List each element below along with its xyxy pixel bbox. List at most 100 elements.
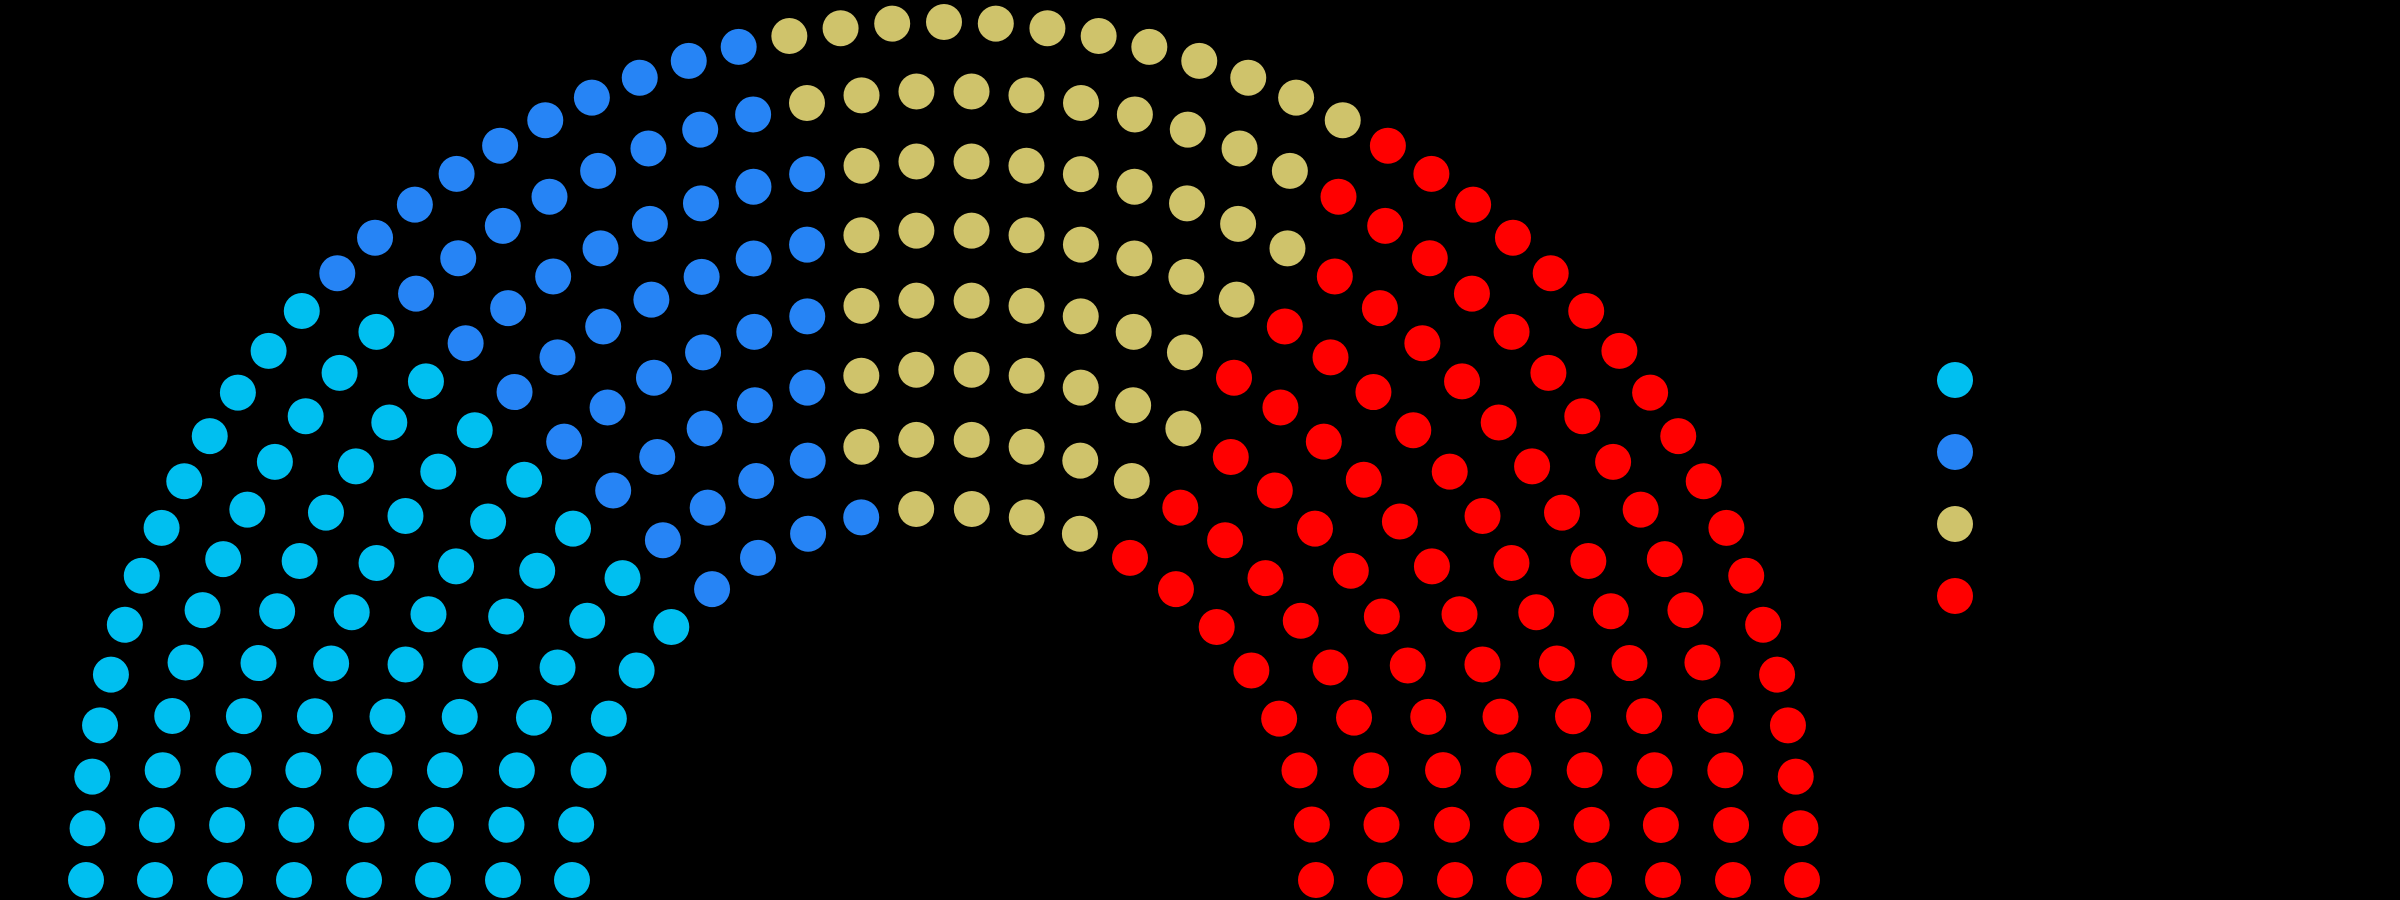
seat-marker	[1431, 453, 1468, 490]
seat-marker	[1506, 862, 1542, 898]
seat-marker	[1411, 240, 1448, 277]
seat-marker	[441, 698, 478, 735]
seat-marker	[977, 5, 1014, 42]
seat-marker	[1404, 325, 1441, 362]
seat-marker	[1566, 752, 1603, 789]
seat-marker	[1062, 369, 1099, 406]
seat-marker	[1221, 130, 1258, 167]
legend-swatch-2[interactable]	[1937, 434, 1973, 470]
seat-marker	[1233, 652, 1270, 689]
legend-swatch-3[interactable]	[1937, 506, 1973, 542]
seat-marker	[822, 10, 859, 47]
seat-marker	[843, 217, 880, 254]
seat-marker	[843, 147, 880, 184]
seat-marker	[358, 545, 395, 581]
seat-marker	[1555, 698, 1592, 735]
seat-marker	[1622, 491, 1659, 528]
seat-marker	[166, 463, 203, 500]
seat-marker	[229, 491, 266, 528]
seat-marker	[438, 155, 475, 192]
seat-marker	[1464, 498, 1501, 535]
seat-marker	[1518, 594, 1555, 631]
seat-marker	[1116, 240, 1153, 277]
seat-marker	[573, 79, 610, 116]
seat-marker	[1464, 646, 1501, 683]
seat-marker	[1165, 410, 1202, 447]
seat-marker	[321, 354, 358, 391]
seat-marker	[1538, 645, 1575, 682]
seat-marker	[1261, 700, 1298, 737]
seat-marker	[1115, 313, 1152, 350]
seat-marker	[1453, 275, 1490, 312]
seat-marker	[1381, 503, 1418, 540]
seat-marker	[636, 359, 672, 396]
seat-marker	[953, 351, 990, 388]
seat-marker	[1595, 443, 1632, 480]
seat-marker	[686, 410, 723, 447]
seat-marker	[1008, 357, 1045, 394]
seat-marker	[953, 212, 990, 249]
seat-marker	[1493, 545, 1530, 581]
seat-marker	[720, 28, 757, 65]
seat-marker	[1570, 542, 1607, 579]
seat-marker	[1316, 258, 1353, 295]
seat-marker	[527, 102, 564, 139]
seat-marker	[1336, 699, 1373, 736]
legend-swatch-4[interactable]	[1937, 578, 1973, 614]
seat-marker	[68, 862, 104, 898]
seat-marker	[470, 503, 507, 540]
seat-marker	[1296, 510, 1333, 547]
seat-marker	[898, 212, 935, 249]
seat-marker	[1759, 656, 1796, 693]
seat-marker	[440, 240, 477, 277]
seat-marker	[1113, 462, 1150, 499]
seat-marker	[407, 363, 444, 400]
seat-marker	[630, 130, 667, 167]
seat-marker	[447, 325, 484, 362]
seat-marker	[348, 806, 385, 843]
seat-marker	[1157, 571, 1194, 608]
seat-marker	[462, 647, 499, 684]
seat-marker	[515, 699, 552, 736]
seat-marker	[1008, 499, 1045, 536]
seat-marker	[1444, 363, 1481, 400]
seat-marker	[898, 421, 935, 458]
seat-marker	[953, 491, 990, 528]
seat-marker	[580, 152, 617, 189]
seat-marker	[1008, 77, 1045, 114]
seat-marker	[1061, 515, 1098, 552]
seat-marker	[287, 398, 324, 435]
seat-marker	[653, 608, 690, 645]
seat-marker	[333, 594, 370, 631]
seat-marker	[307, 494, 344, 531]
seat-marker	[1230, 59, 1267, 96]
seat-marker	[488, 598, 525, 635]
seat-marker	[953, 421, 990, 458]
seat-marker	[1632, 374, 1669, 411]
seat-marker	[843, 428, 880, 465]
seat-marker	[682, 111, 719, 148]
seat-marker	[371, 404, 408, 441]
seat-marker	[356, 752, 393, 789]
seat-marker	[1728, 557, 1765, 594]
seat-marker	[1266, 308, 1303, 345]
seat-marker	[1305, 423, 1342, 460]
legend-swatch-1[interactable]	[1937, 362, 1973, 398]
seat-marker	[1269, 230, 1306, 267]
seat-marker	[215, 752, 252, 789]
seat-marker	[1062, 226, 1099, 263]
seat-marker	[456, 412, 493, 449]
seat-marker	[1777, 758, 1814, 795]
seat-marker	[1685, 463, 1722, 500]
seat-marker	[789, 226, 826, 263]
seat-marker	[898, 143, 935, 180]
seat-marker	[1168, 258, 1205, 295]
seat-marker	[1592, 593, 1629, 630]
seat-marker	[1611, 645, 1648, 682]
seat-marker	[1769, 707, 1806, 744]
seat-marker	[1713, 806, 1750, 843]
seat-marker	[1503, 806, 1540, 843]
seat-marker	[689, 489, 726, 526]
seat-marker	[1220, 205, 1257, 242]
